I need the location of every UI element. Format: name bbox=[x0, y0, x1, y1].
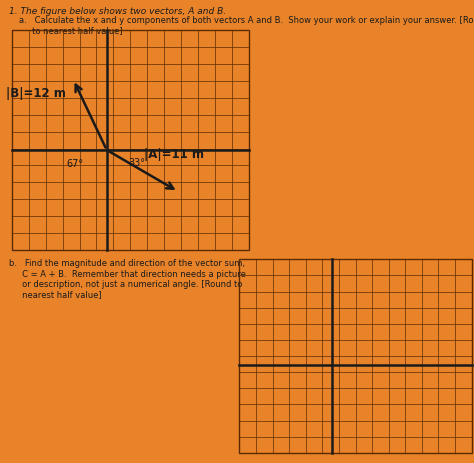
Text: a.   Calculate the x and y components of both vectors A and B.  Show your work o: a. Calculate the x and y components of b… bbox=[19, 16, 474, 36]
Text: 33°: 33° bbox=[128, 158, 145, 168]
Text: |A|=11 m: |A|=11 m bbox=[145, 148, 204, 161]
Text: |B|=12 m: |B|=12 m bbox=[6, 87, 66, 100]
Text: 1. The figure below shows two vectors, A and B.: 1. The figure below shows two vectors, A… bbox=[9, 7, 227, 16]
Text: 67°: 67° bbox=[66, 159, 83, 169]
Text: b.   Find the magnitude and direction of the vector sum,
     C = A + B.  Rememb: b. Find the magnitude and direction of t… bbox=[9, 259, 246, 300]
Bar bbox=[12, 30, 249, 250]
Bar bbox=[239, 259, 472, 453]
